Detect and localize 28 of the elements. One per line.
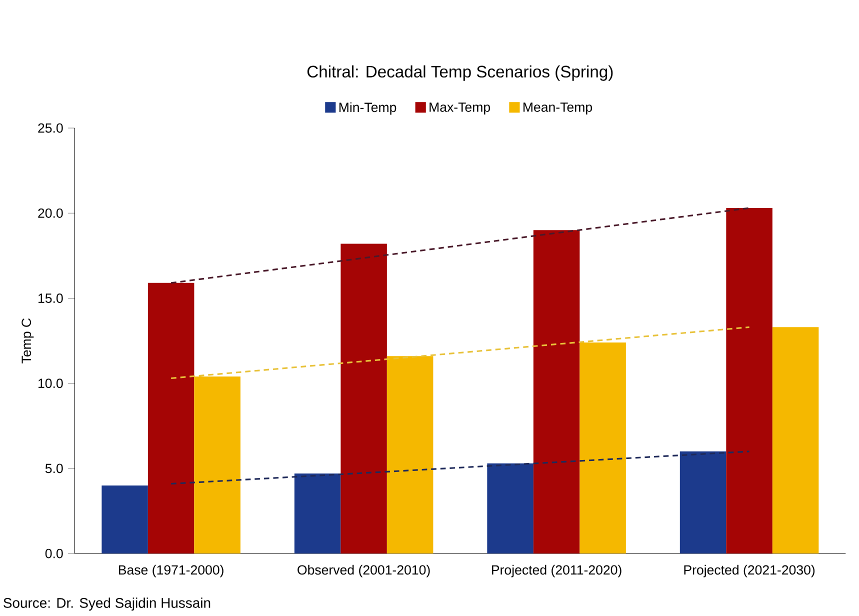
bar — [194, 376, 240, 554]
bar — [487, 463, 534, 554]
y-tick-label: 0.0 — [45, 548, 63, 558]
y-tick-label: 20.0 — [38, 208, 63, 218]
bar — [102, 485, 148, 554]
bar — [680, 451, 726, 554]
y-tick-label: 25.0 — [38, 123, 63, 133]
bar — [533, 230, 580, 554]
x-tick-label: Base (1971-2000) — [118, 564, 224, 578]
bar — [580, 342, 626, 554]
source-note: Source: Dr. Syed Sajidin Hussain — [4, 598, 210, 611]
legend-label: Mean-Temp — [524, 102, 592, 114]
bar — [148, 282, 194, 554]
bar — [340, 244, 387, 554]
legend-label: Min-Temp — [339, 102, 396, 115]
bar — [386, 356, 434, 554]
y-tick-label: 5.0 — [45, 464, 63, 474]
x-tick-label: Projected (2021-2030) — [684, 564, 815, 578]
bar — [726, 208, 772, 554]
y-axis-title: Temp C — [22, 318, 34, 364]
bar — [772, 327, 819, 554]
bar — [294, 473, 341, 554]
legend-label: Max-Temp — [430, 102, 490, 114]
y-tick-label: 15.0 — [38, 293, 63, 303]
chart-title: Chitral: Decadal Temp Scenarios (Spring) — [307, 65, 613, 81]
x-tick-label: Observed (2001-2010) — [298, 564, 430, 578]
x-tick-label: Projected (2011-2020) — [492, 564, 622, 578]
y-tick-label: 10.0 — [38, 378, 63, 388]
